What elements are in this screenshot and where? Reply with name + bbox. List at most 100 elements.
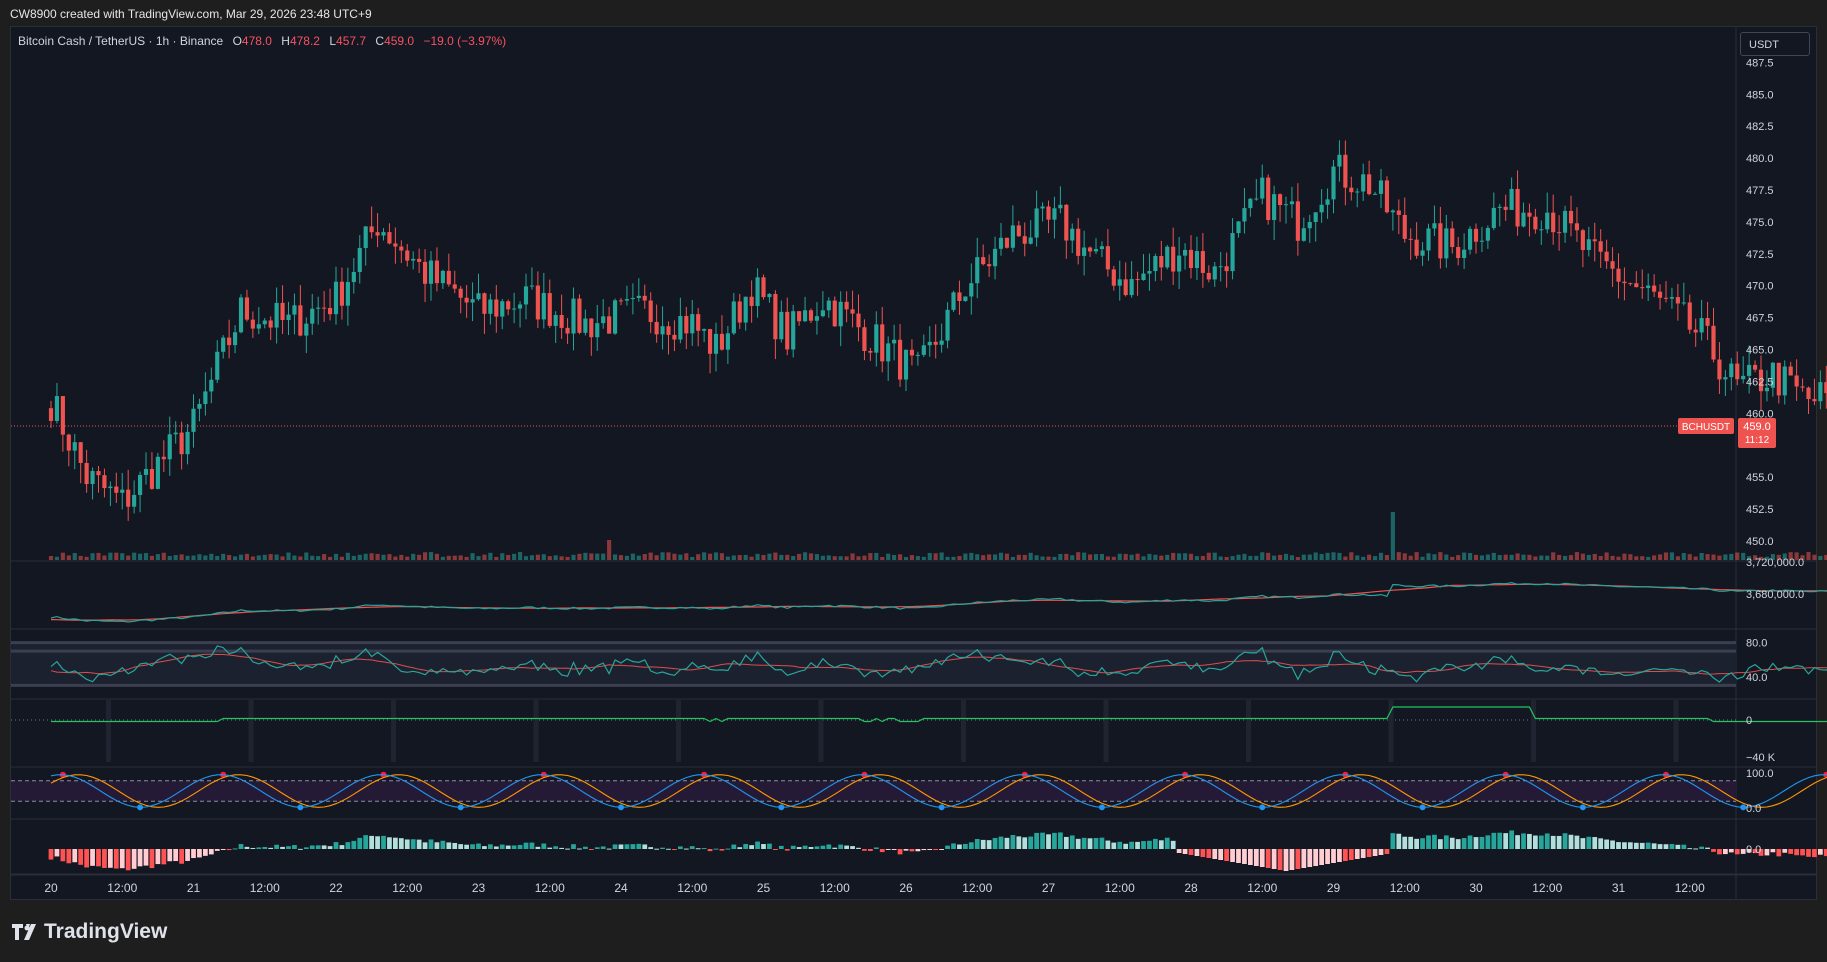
volume-bar (393, 556, 398, 560)
volume-bar (832, 556, 837, 560)
candle-body (149, 468, 155, 489)
candle-body (642, 295, 647, 301)
histogram-bar (1651, 843, 1657, 849)
histogram-bar (1455, 839, 1461, 849)
candle-body (1188, 249, 1194, 269)
volume-bar (1372, 556, 1378, 560)
candle-body (1426, 228, 1431, 251)
volume-bar (1628, 554, 1633, 560)
volume-bar (1491, 552, 1496, 560)
chart-container (10, 26, 1817, 900)
candle-body (1010, 225, 1015, 248)
histogram-bar (357, 837, 363, 849)
histogram-bar (191, 849, 196, 859)
histogram-bar (968, 842, 974, 849)
session-marker (1103, 700, 1109, 762)
histogram-bar (1075, 838, 1081, 849)
volume-bar (1343, 556, 1348, 560)
volume-bar (1147, 553, 1152, 560)
time-tick-label: 21 (187, 881, 201, 895)
tradingview-logo[interactable]: TradingView (12, 920, 167, 944)
session-marker (818, 700, 824, 762)
histogram-bar (1491, 832, 1497, 849)
histogram-bar (856, 847, 861, 849)
candle-body (399, 246, 404, 251)
candle-body (1052, 208, 1057, 220)
candle-body (482, 293, 487, 314)
volume-bar (339, 556, 345, 560)
candle-body (1794, 375, 1799, 387)
histogram-bar (1271, 849, 1277, 869)
volume-bar (1735, 552, 1740, 560)
histogram-bar (790, 845, 796, 849)
histogram-bar (749, 845, 754, 849)
candle-body (268, 320, 273, 328)
candle-body (54, 396, 60, 421)
histogram-bar (321, 845, 327, 849)
volume-bar (565, 556, 570, 560)
stoch-rsi-pane (11, 771, 1827, 811)
volume-bar (1082, 552, 1087, 560)
candle-body (1141, 273, 1146, 280)
histogram-bar (226, 849, 232, 851)
volume-bar (1272, 555, 1277, 560)
volume-bar (607, 540, 612, 560)
histogram-bar (1467, 835, 1473, 849)
candle-body (1064, 204, 1069, 241)
histogram-bar (1016, 836, 1022, 849)
histogram-bar (879, 849, 885, 853)
candle-body (446, 270, 451, 285)
volume-bar (1764, 556, 1770, 560)
time-tick-label: 26 (899, 881, 913, 895)
volume-bar (862, 555, 867, 560)
candle-body (897, 339, 903, 380)
volume-bar (262, 554, 267, 560)
histogram-bar (672, 849, 677, 850)
histogram-bar (796, 847, 802, 849)
candle-series (48, 140, 1827, 521)
histogram-bar (600, 846, 606, 849)
volume-bar (363, 553, 368, 560)
histogram-bar (725, 848, 731, 850)
currency-selector-button[interactable]: USDT (1740, 32, 1810, 56)
volume-bar (1254, 555, 1259, 560)
histogram-bar (666, 848, 671, 850)
histogram-bar (1586, 836, 1592, 849)
histogram-bar (1390, 833, 1396, 849)
volume-bar (191, 555, 196, 560)
histogram-bar (375, 836, 380, 849)
histogram-bar (1800, 849, 1805, 856)
histogram-bar (90, 849, 95, 866)
histogram-bar (1639, 842, 1645, 849)
histogram-bar (422, 842, 428, 849)
candle-body (1456, 247, 1461, 259)
volume-bar (945, 556, 950, 560)
histogram-bar (1354, 849, 1360, 859)
candle-body (1770, 362, 1775, 388)
session-marker (391, 700, 396, 762)
volume-bar (1770, 554, 1775, 560)
volume-bar (1414, 552, 1419, 560)
candle-body (1194, 251, 1200, 269)
volume-bar (547, 556, 552, 560)
volume-bar (387, 554, 392, 560)
symbol-title[interactable]: Bitcoin Cash / TetherUS · 1h · Binance (18, 34, 224, 48)
volume-bar (1426, 553, 1431, 560)
histogram-bar (1675, 844, 1681, 849)
price-tick-label: 482.5 (1746, 121, 1774, 133)
candle-body (464, 297, 469, 303)
volume-bar (1705, 554, 1710, 560)
candle-body (221, 337, 226, 352)
candle-body (535, 285, 540, 320)
candle-body (702, 329, 707, 331)
histogram-bar (1236, 849, 1241, 863)
volume-bar (1592, 553, 1597, 560)
histogram-bar (1046, 834, 1051, 849)
volume-bar (227, 555, 232, 560)
histogram-bar (1527, 833, 1532, 849)
volume-bar (612, 554, 618, 560)
candle-body (630, 298, 635, 300)
candle-body (1741, 375, 1746, 380)
open-value: 478.0 (241, 34, 272, 48)
